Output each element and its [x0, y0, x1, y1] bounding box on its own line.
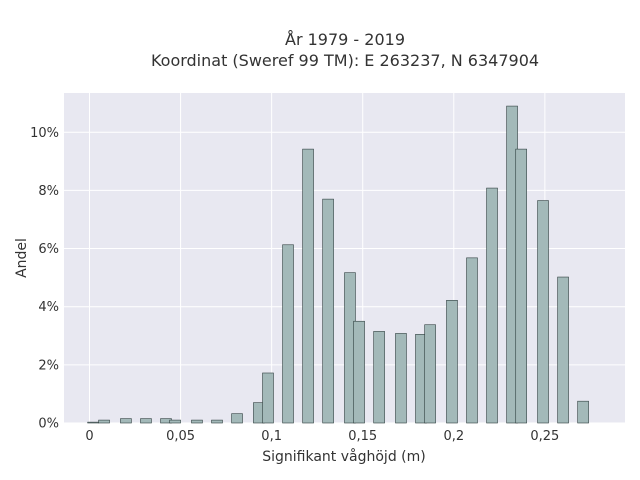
y-tick-label: 10% [30, 126, 59, 141]
histogram-bar [211, 419, 223, 424]
chart-title-line-1: År 1979 - 2019 [285, 30, 405, 49]
histogram-bar [424, 324, 436, 424]
y-tick-label: 0% [38, 417, 59, 432]
histogram-bar [169, 419, 181, 424]
x-tick-label: 0 [85, 429, 93, 444]
histogram-bar [231, 413, 243, 424]
histogram-bar [537, 200, 549, 424]
histogram-bar [322, 198, 334, 424]
histogram-bar [262, 372, 274, 424]
chart-title-line-2: Koordinat (Sweref 99 TM): E 263237, N 63… [151, 51, 539, 70]
histogram-bar [373, 331, 385, 424]
x-tick-label: 0,15 [348, 429, 377, 444]
bars [87, 105, 589, 424]
x-tick-label: 0,05 [166, 429, 195, 444]
histogram-bar [87, 421, 99, 424]
y-tick-label: 2% [38, 358, 59, 373]
y-tick-label: 6% [38, 242, 59, 257]
histogram-bar [353, 320, 365, 424]
histogram-bar [98, 419, 110, 424]
histogram-bar [557, 276, 569, 424]
histogram-bar [486, 187, 498, 424]
y-tick-label: 4% [38, 300, 59, 315]
histogram-bar [395, 333, 407, 424]
x-tick-label: 0,1 [261, 429, 282, 444]
histogram-bar [302, 148, 314, 424]
histogram-bar [140, 418, 152, 424]
y-axis-ticks: 0% 2% 4% 6% 8% 10% [30, 126, 59, 432]
x-axis-ticks: 0 0,05 0,1 0,15 0,2 0,25 [85, 429, 559, 444]
histogram-bar [191, 419, 203, 424]
histogram-bar [577, 400, 589, 424]
y-tick-label: 8% [38, 184, 59, 199]
histogram-bar [446, 300, 458, 424]
histogram-bar [515, 148, 527, 424]
histogram-bar [466, 257, 478, 424]
histogram-bar [120, 418, 132, 424]
x-axis-title: Signifikant våghöjd (m) [262, 448, 425, 465]
histogram-bar [282, 244, 294, 424]
y-axis-title: Andel [14, 238, 30, 278]
grid-lines [64, 93, 625, 424]
x-tick-label: 0,2 [443, 429, 464, 444]
x-tick-label: 0,25 [530, 429, 559, 444]
